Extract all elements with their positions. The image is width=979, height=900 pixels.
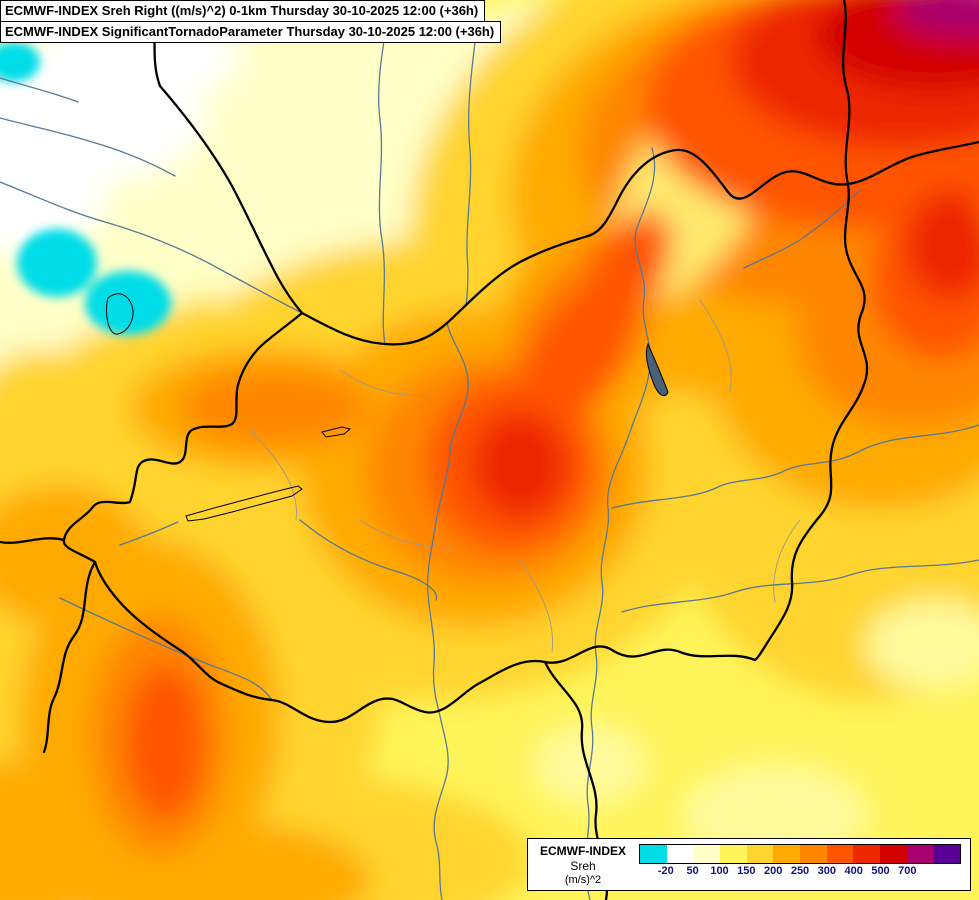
field-blob xyxy=(896,0,979,36)
field-blob xyxy=(905,190,979,300)
colorbar-segment xyxy=(826,845,854,864)
cyan-patch xyxy=(17,229,97,297)
colorbar-segment xyxy=(800,845,827,864)
river xyxy=(378,0,391,345)
legend: ECMWF-INDEX Sreh (m/s)^2 -20 50 100 150 200 2… xyxy=(527,838,971,891)
lake xyxy=(185,485,303,522)
river xyxy=(584,147,656,900)
cyan-patch xyxy=(0,42,40,82)
colorbar-tick: 250 xyxy=(790,865,810,878)
country-border xyxy=(62,140,979,724)
colorbar-segment xyxy=(853,845,881,864)
river xyxy=(0,181,303,314)
colorbar xyxy=(639,844,961,865)
river xyxy=(465,0,481,307)
country-border xyxy=(0,537,66,544)
county-border xyxy=(339,369,431,397)
colorbar-segment xyxy=(640,845,667,864)
county-border xyxy=(249,429,297,521)
colorbar-segment xyxy=(906,845,934,864)
river xyxy=(59,597,273,701)
river xyxy=(743,189,861,269)
field-blob xyxy=(0,145,105,255)
country-border xyxy=(42,560,97,754)
legend-product: ECMWF-INDEX xyxy=(540,844,626,859)
colorbar-segment xyxy=(693,845,721,864)
county-border xyxy=(773,519,801,603)
colorbar-wrap: -20 50 100 150 200 250 300 400 500 700 xyxy=(639,844,961,888)
legend-label: ECMWF-INDEX Sreh (m/s)^2 xyxy=(537,844,629,888)
field-blob xyxy=(0,760,105,900)
legend-parameter: Sreh xyxy=(570,859,596,874)
country-border xyxy=(158,84,304,315)
river xyxy=(299,519,438,601)
river xyxy=(611,424,979,509)
colorbar-tick: 100 xyxy=(710,865,729,878)
colorbar-tick: 400 xyxy=(844,865,863,878)
colorbar-tick: 300 xyxy=(817,865,837,878)
colorbar-tick: 500 xyxy=(871,865,890,878)
field-blob xyxy=(125,664,205,820)
field-blob xyxy=(0,485,150,625)
title-bar-sreh: ECMWF-INDEX Sreh Right ((m/s)^2) 0-1km T… xyxy=(0,0,486,22)
field-blob xyxy=(584,211,672,325)
field-blob xyxy=(180,367,370,447)
river xyxy=(0,117,176,177)
colorbar-segment xyxy=(746,845,774,864)
colorbar-tick: 700 xyxy=(898,865,917,878)
colorbar-segment xyxy=(666,845,694,864)
river xyxy=(119,521,179,546)
field-blob xyxy=(865,600,979,690)
colorbar-tick: -20 xyxy=(657,865,674,878)
title-bar-stp: ECMWF-INDEX SignificantTornadoParameter … xyxy=(0,21,502,43)
lake xyxy=(321,426,352,438)
colorbar-segment xyxy=(773,845,801,864)
colorbar-tick: 200 xyxy=(763,865,783,878)
river xyxy=(621,559,979,613)
county-border xyxy=(519,559,554,653)
legend-units: (m/s)^2 xyxy=(564,874,602,887)
colorbar-tick: 150 xyxy=(737,865,756,878)
colorbar-segment xyxy=(880,845,907,864)
river xyxy=(426,322,469,900)
colorbar-segment xyxy=(720,845,747,864)
field-blob xyxy=(472,411,568,519)
colorbar-segment xyxy=(933,845,961,864)
county-border xyxy=(359,519,453,549)
lake xyxy=(105,293,134,335)
cyan-layer xyxy=(0,42,171,335)
cyan-patch xyxy=(85,271,171,335)
country-border xyxy=(842,0,851,186)
colorbar-tick: 50 xyxy=(686,865,699,878)
colorbar-ticks: -20 50 100 150 200 250 300 400 500 700 xyxy=(639,864,961,879)
lake xyxy=(645,342,669,397)
river xyxy=(0,77,79,103)
county-border xyxy=(699,299,732,393)
